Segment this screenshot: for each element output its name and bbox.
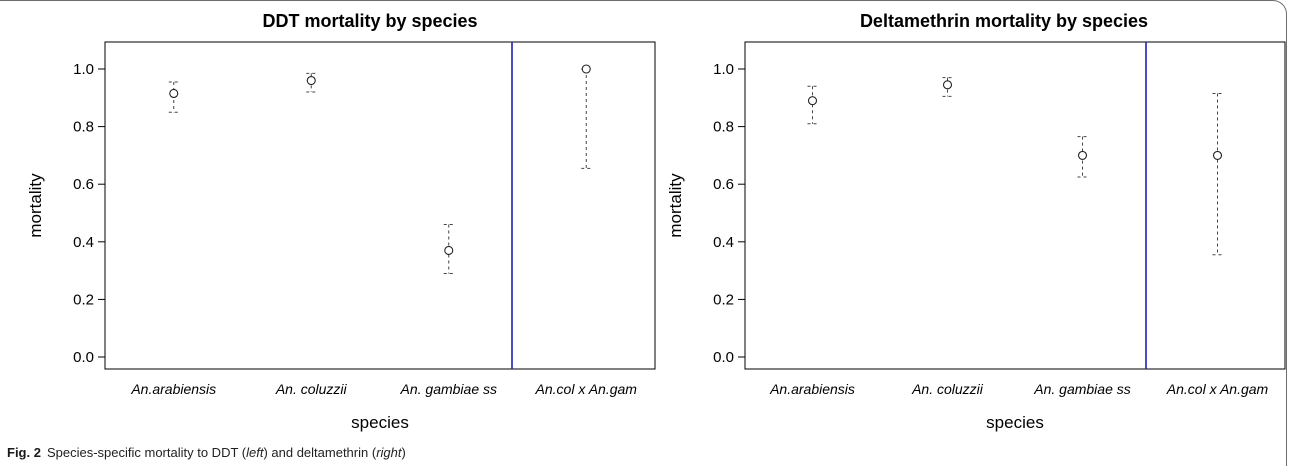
x-tick-label: An. coluzzii [275,381,348,397]
data-point [306,75,316,86]
data-point [444,245,454,255]
x-tick-label: An.arabiensis [769,381,855,397]
y-tick-label: 0.6 [73,176,94,193]
y-tick-label: 0.4 [73,234,94,251]
data-point [1212,150,1223,160]
chart-panel-0: DDT mortality by species 0.0 0.2 0.4 0.6 0.8 1… [26,11,656,432]
y-tick-label: 0.8 [73,119,94,136]
plot-area [104,41,656,370]
x-tick-label: An.col x An.gam [1166,381,1269,397]
y-tick-label: 0.6 [713,176,734,193]
y-tick-label: 1.0 [73,61,94,78]
data-point [1077,150,1088,160]
data-point [807,96,818,106]
x-tick-label: An.arabiensis [130,381,216,397]
x-axis-label: species [351,413,409,432]
x-tick-label: An.col x An.gam [535,381,638,397]
y-tick-label: 0.4 [713,234,734,251]
caption-text-a: Species-specific mortality to DDT ( [46,445,247,460]
y-tick-label: 0.2 [713,291,734,308]
caption-text-c: ) [401,445,406,460]
y-tick-label: 0.2 [73,291,94,308]
chart-title: Deltamethrin mortality by species [860,11,1148,31]
y-axis-label: mortality [26,173,45,238]
caption-text-b: ) and deltamethrin ( [263,445,377,460]
caption-left: left [246,445,264,460]
chart-panel-1: Deltamethrin mortality by species 0.0 0.2 0… [666,11,1286,432]
data-point [942,80,953,90]
figure-label: Fig. 2 [7,445,41,460]
data-point [169,88,179,99]
data-point [581,64,591,74]
y-tick-label: 1.0 [713,61,734,78]
y-axis-label: mortality [666,173,685,238]
x-tick-label: An. coluzzii [911,381,984,397]
y-tick-label: 0.0 [73,349,94,366]
plot-area [744,41,1286,370]
y-tick-label: 0.0 [713,349,734,366]
x-axis-label: species [986,413,1044,432]
caption-right: right [376,445,402,460]
figure-frame [0,0,1287,466]
y-tick-label: 0.8 [713,119,734,136]
chart-title: DDT mortality by species [262,11,477,31]
x-tick-label: An. gambiae ss [1033,381,1131,397]
x-tick-label: An. gambiae ss [400,381,498,397]
figure-caption: Fig. 2 Species-specific mortality to DDT … [7,445,406,460]
